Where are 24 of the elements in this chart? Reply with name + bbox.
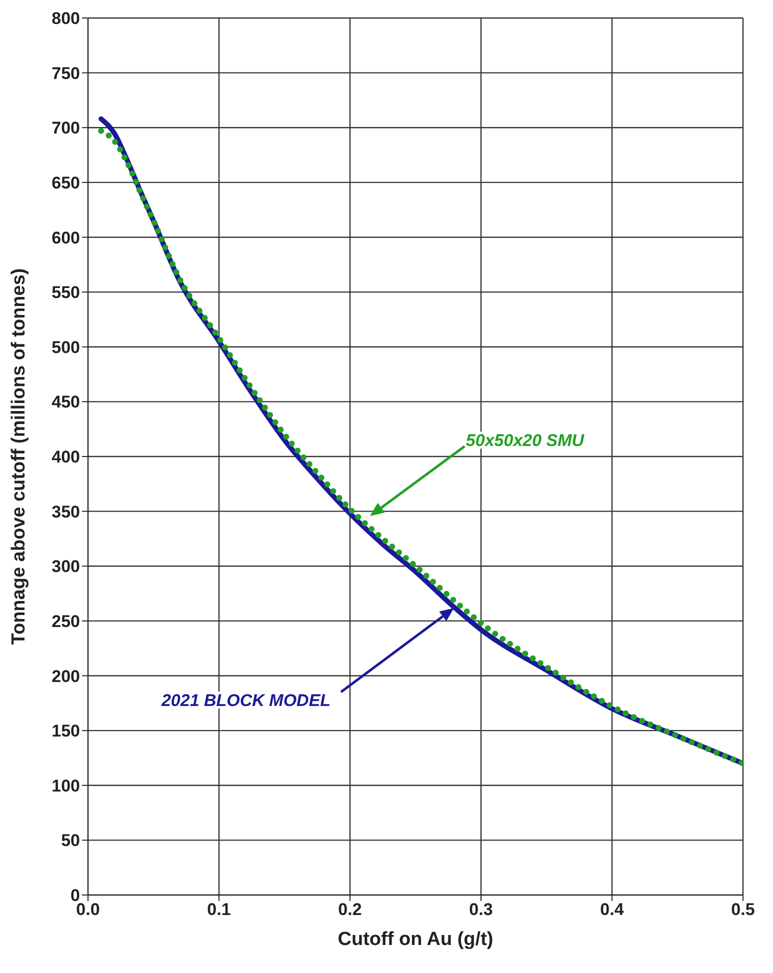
- x-tick-label: 0.2: [338, 900, 362, 920]
- y-tick-label: 550: [52, 283, 80, 302]
- y-tick-label: 600: [52, 228, 80, 248]
- y-axis-title: Tonnage above cutoff (millions of tonnes): [8, 268, 30, 645]
- y-tick-label: 200: [52, 666, 80, 686]
- x-axis-title: Cutoff on Au (g/t): [338, 929, 494, 950]
- y-tick-label: 700: [52, 118, 80, 138]
- y-tick-label: 250: [52, 612, 80, 631]
- y-tick-label: 450: [52, 392, 80, 412]
- y-tick-label: 350: [52, 502, 80, 522]
- y-tick-label: 650: [52, 173, 80, 192]
- x-tick-label: 0.0: [76, 900, 100, 920]
- y-tick-label: 300: [52, 557, 80, 576]
- y-tick-label: 400: [52, 448, 80, 467]
- x-tick-label: 0.5: [731, 900, 755, 920]
- x-tick-label: 0.4: [600, 900, 624, 920]
- y-tick-label: 750: [52, 64, 80, 83]
- x-tick-label: 0.3: [469, 900, 493, 920]
- y-tick-label: 500: [52, 338, 80, 357]
- y-tick-label: 50: [61, 831, 80, 850]
- y-tick-label: 800: [52, 9, 80, 28]
- y-tick-label: 100: [52, 776, 80, 796]
- y-tick-label: 150: [52, 722, 80, 741]
- x-tick-label: 0.1: [207, 900, 231, 920]
